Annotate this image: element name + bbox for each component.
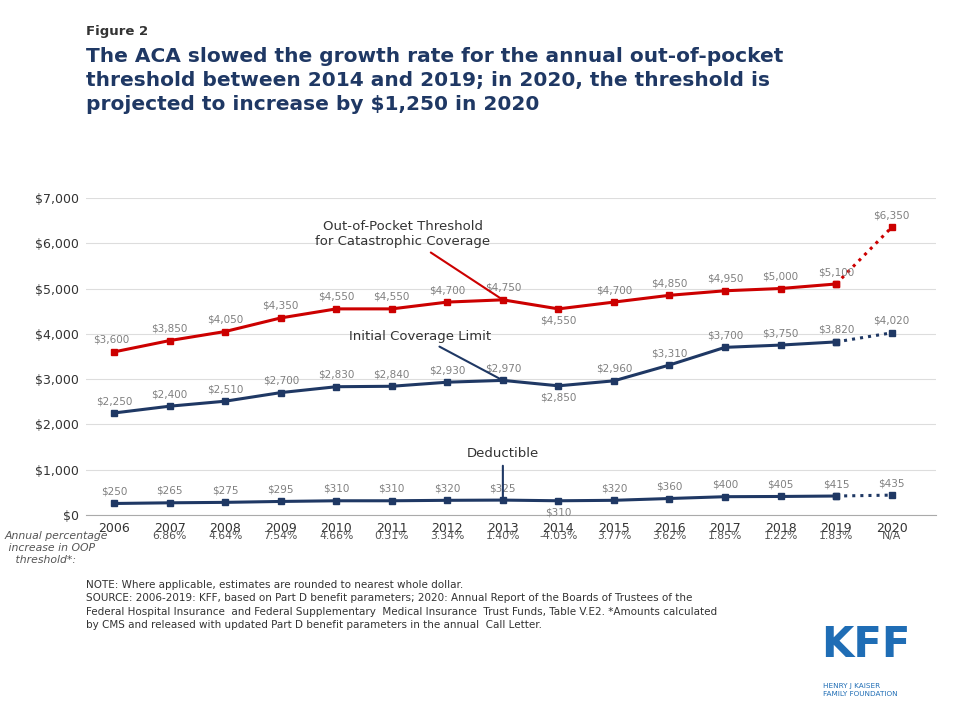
Text: $2,850: $2,850 bbox=[540, 393, 577, 402]
Text: Annual percentage
 increase in OOP
   threshold*:: Annual percentage increase in OOP thresh… bbox=[5, 531, 108, 564]
Text: 0.31%: 0.31% bbox=[374, 531, 409, 541]
Text: 4.66%: 4.66% bbox=[319, 531, 353, 541]
Text: 6.86%: 6.86% bbox=[153, 531, 187, 541]
Text: $2,960: $2,960 bbox=[596, 364, 632, 374]
Text: $310: $310 bbox=[378, 484, 405, 494]
Text: $4,050: $4,050 bbox=[207, 315, 243, 325]
Text: 1.22%: 1.22% bbox=[763, 531, 798, 541]
Text: $3,600: $3,600 bbox=[93, 335, 130, 345]
Text: 3.62%: 3.62% bbox=[652, 531, 686, 541]
Text: Initial Coverage Limit: Initial Coverage Limit bbox=[348, 330, 500, 379]
Text: HENRY J KAISER
FAMILY FOUNDATION: HENRY J KAISER FAMILY FOUNDATION bbox=[823, 683, 898, 697]
Text: $5,100: $5,100 bbox=[818, 267, 854, 277]
Text: $320: $320 bbox=[601, 483, 627, 493]
Text: $3,850: $3,850 bbox=[152, 323, 188, 333]
Text: $4,550: $4,550 bbox=[540, 316, 577, 326]
Text: $2,250: $2,250 bbox=[96, 396, 132, 406]
Text: 1.40%: 1.40% bbox=[486, 531, 520, 541]
Text: $405: $405 bbox=[767, 480, 794, 490]
Text: $415: $415 bbox=[823, 479, 850, 489]
Text: N/A: N/A bbox=[882, 531, 901, 541]
Text: $4,750: $4,750 bbox=[485, 283, 521, 293]
Text: 3.77%: 3.77% bbox=[597, 531, 631, 541]
Text: 4.64%: 4.64% bbox=[208, 531, 243, 541]
Text: $3,750: $3,750 bbox=[762, 328, 799, 338]
Text: $275: $275 bbox=[212, 485, 238, 495]
Text: The ACA slowed the growth rate for the annual out-of-pocket
threshold between 20: The ACA slowed the growth rate for the a… bbox=[86, 47, 783, 114]
Text: $250: $250 bbox=[101, 487, 128, 497]
Text: $4,350: $4,350 bbox=[263, 301, 299, 311]
Text: $5,000: $5,000 bbox=[762, 271, 799, 282]
Text: -4.03%: -4.03% bbox=[540, 531, 578, 541]
Text: $435: $435 bbox=[878, 478, 905, 488]
Text: KFF: KFF bbox=[821, 624, 910, 666]
Text: NOTE: Where applicable, estimates are rounded to nearest whole dollar.
SOURCE: 2: NOTE: Where applicable, estimates are ro… bbox=[86, 580, 717, 631]
Text: $320: $320 bbox=[434, 483, 461, 493]
Text: $2,400: $2,400 bbox=[152, 390, 188, 399]
Text: $2,700: $2,700 bbox=[263, 376, 299, 386]
Text: $295: $295 bbox=[268, 485, 294, 495]
Text: 1.85%: 1.85% bbox=[708, 531, 742, 541]
Text: 1.83%: 1.83% bbox=[819, 531, 853, 541]
Text: $325: $325 bbox=[490, 483, 516, 493]
Text: $2,970: $2,970 bbox=[485, 364, 521, 374]
Text: $4,850: $4,850 bbox=[651, 279, 687, 288]
Text: $3,310: $3,310 bbox=[651, 348, 687, 358]
Text: Deductible: Deductible bbox=[467, 447, 539, 498]
Text: $4,950: $4,950 bbox=[707, 274, 743, 284]
Text: $265: $265 bbox=[156, 486, 183, 496]
Text: Out-of-Pocket Threshold
for Catastrophic Coverage: Out-of-Pocket Threshold for Catastrophic… bbox=[315, 220, 500, 298]
Text: $360: $360 bbox=[657, 482, 683, 492]
Text: $2,830: $2,830 bbox=[318, 370, 354, 379]
Text: $310: $310 bbox=[545, 508, 571, 518]
Text: $6,350: $6,350 bbox=[874, 210, 910, 220]
Text: $2,930: $2,930 bbox=[429, 365, 466, 375]
Text: $4,550: $4,550 bbox=[373, 292, 410, 302]
Text: 3.34%: 3.34% bbox=[430, 531, 465, 541]
Text: 7.54%: 7.54% bbox=[264, 531, 298, 541]
Text: $310: $310 bbox=[324, 484, 349, 494]
Text: $4,550: $4,550 bbox=[318, 292, 354, 302]
Text: $4,020: $4,020 bbox=[874, 316, 910, 326]
Text: $2,510: $2,510 bbox=[207, 384, 244, 395]
Text: $2,840: $2,840 bbox=[373, 369, 410, 379]
Text: $4,700: $4,700 bbox=[596, 285, 632, 295]
Text: Figure 2: Figure 2 bbox=[86, 25, 149, 38]
Text: $4,700: $4,700 bbox=[429, 285, 466, 295]
Text: $400: $400 bbox=[712, 480, 738, 490]
Text: $3,700: $3,700 bbox=[707, 330, 743, 341]
Text: $3,820: $3,820 bbox=[818, 325, 854, 335]
